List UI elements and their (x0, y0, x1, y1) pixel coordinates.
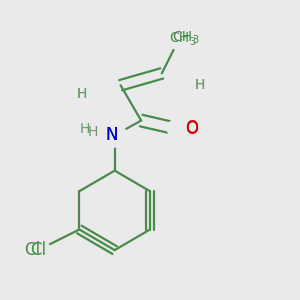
Circle shape (191, 76, 209, 94)
Circle shape (103, 124, 126, 147)
Circle shape (168, 118, 191, 141)
Text: H: H (195, 78, 205, 92)
Text: CH: CH (172, 30, 193, 44)
Text: H: H (87, 125, 98, 139)
Text: H: H (77, 87, 88, 101)
Text: H: H (80, 122, 90, 136)
Circle shape (168, 26, 191, 50)
Text: N: N (106, 126, 118, 144)
Text: H: H (195, 78, 205, 92)
Text: Cl: Cl (30, 241, 46, 259)
Text: N: N (106, 126, 118, 144)
Circle shape (26, 238, 50, 262)
Circle shape (74, 85, 91, 103)
Text: CH: CH (169, 31, 190, 45)
Text: 3: 3 (190, 37, 196, 46)
Text: O: O (185, 119, 198, 137)
Text: H: H (77, 87, 88, 101)
Text: Cl: Cl (24, 241, 40, 259)
Text: 3: 3 (193, 34, 199, 45)
Text: O: O (185, 120, 198, 138)
